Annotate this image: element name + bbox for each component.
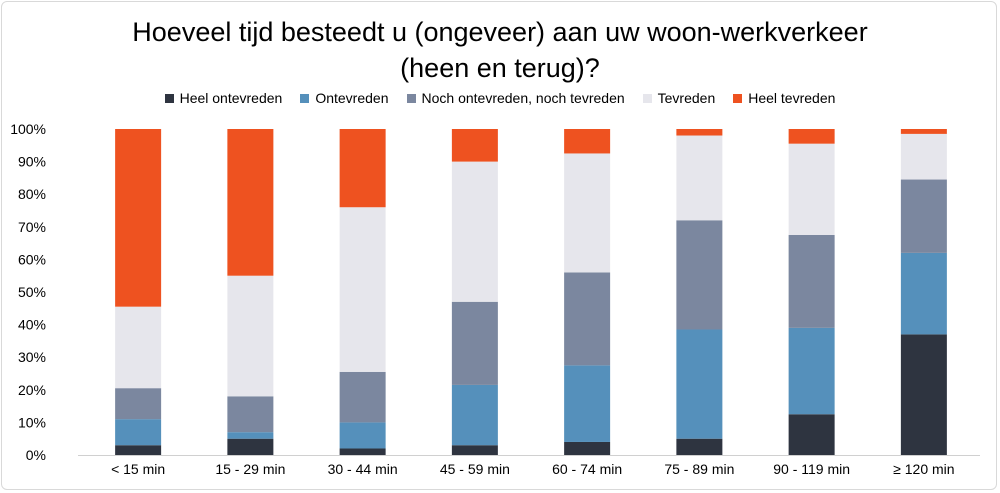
bar-segment — [564, 153, 611, 273]
chart-title-line-1: Hoeveel tijd besteedt u (ongeveer) aan u… — [132, 17, 868, 47]
bar-segment — [451, 161, 498, 302]
bar-segment — [227, 129, 274, 276]
y-tick-label: 20% — [18, 382, 46, 398]
chart-title: Hoeveel tijd besteedt u (ongeveer) aan u… — [0, 14, 1000, 86]
y-tick-label: 60% — [18, 251, 46, 267]
bar-segment — [788, 234, 835, 328]
bar-segment — [451, 384, 498, 446]
bar-segment — [227, 396, 274, 433]
y-tick-label: 100% — [10, 121, 46, 137]
y-tick-label: 0% — [26, 447, 46, 463]
bar-segment — [115, 419, 162, 446]
y-tick-label: 80% — [18, 186, 46, 202]
bar-segment — [788, 143, 835, 235]
bar-segment — [564, 272, 611, 366]
bar-segment — [676, 135, 723, 221]
x-tick-label: < 15 min — [111, 461, 165, 477]
legend-item: Heel ontevreden — [164, 90, 283, 106]
x-tick-label: 30 - 44 min — [328, 461, 398, 477]
legend-label: Heel tevreden — [748, 90, 836, 106]
legend-label: Noch ontevreden, noch tevreden — [421, 90, 625, 106]
y-tick-label: 40% — [18, 317, 46, 333]
legend-swatch — [733, 93, 743, 103]
x-tick-label: 90 - 119 min — [773, 461, 850, 477]
legend-swatch — [164, 93, 174, 103]
bar-segment — [451, 445, 498, 455]
bar-segment — [115, 388, 162, 420]
bar-segment — [339, 371, 386, 423]
y-tick-label: 10% — [18, 414, 46, 430]
y-tick-label: 90% — [18, 154, 46, 170]
legend-label: Heel ontevreden — [179, 90, 283, 106]
x-tick-label: 45 - 59 min — [440, 461, 510, 477]
bar-segment — [227, 275, 274, 397]
bar-segment — [788, 414, 835, 455]
x-tick-label: 15 - 29 min — [215, 461, 285, 477]
bar-segment — [788, 327, 835, 415]
bar-segment — [564, 441, 611, 455]
legend-label: Tevreden — [657, 90, 716, 106]
bar-segment — [900, 133, 947, 180]
bar-segment — [564, 129, 611, 154]
bar-segment — [339, 207, 386, 372]
bar-segment — [564, 365, 611, 442]
bar-segment — [115, 129, 162, 307]
bar-segment — [227, 432, 274, 439]
bar-segment — [676, 438, 723, 455]
bar-segment — [115, 306, 162, 389]
x-tick-label: 60 - 74 min — [552, 461, 622, 477]
bar-segment — [227, 438, 274, 455]
y-tick-label: 30% — [18, 349, 46, 365]
x-tick-label: ≥ 120 min — [893, 461, 954, 477]
y-tick-label: 50% — [18, 284, 46, 300]
x-tick-label: 75 - 89 min — [664, 461, 734, 477]
legend-item: Tevreden — [642, 90, 716, 106]
legend-swatch — [406, 93, 416, 103]
bar-segment — [900, 252, 947, 335]
bar-segment — [451, 129, 498, 162]
bar-segment — [676, 129, 723, 136]
legend-item: Noch ontevreden, noch tevreden — [406, 90, 625, 106]
legend-item: Ontevreden — [300, 90, 389, 106]
bar-segment — [676, 329, 723, 439]
legend-item: Heel tevreden — [733, 90, 835, 106]
bar-segment — [451, 301, 498, 385]
chart-legend: Heel ontevreden Ontevreden Noch ontevreden… — [0, 90, 1000, 106]
chart-title-line-2: (heen en terug)? — [400, 53, 600, 83]
bar-segment — [115, 445, 162, 455]
legend-swatch — [642, 93, 652, 103]
y-tick-label: 70% — [18, 219, 46, 235]
legend-swatch — [300, 93, 310, 103]
bar-segment — [339, 422, 386, 449]
legend-label: Ontevreden — [315, 90, 389, 106]
bar-segment — [788, 129, 835, 144]
bar-segment — [339, 448, 386, 455]
bar-segment — [676, 220, 723, 330]
bar-segment — [900, 334, 947, 455]
bar-segment — [900, 179, 947, 253]
bar-segment — [900, 129, 947, 134]
bar-segment — [339, 129, 386, 208]
